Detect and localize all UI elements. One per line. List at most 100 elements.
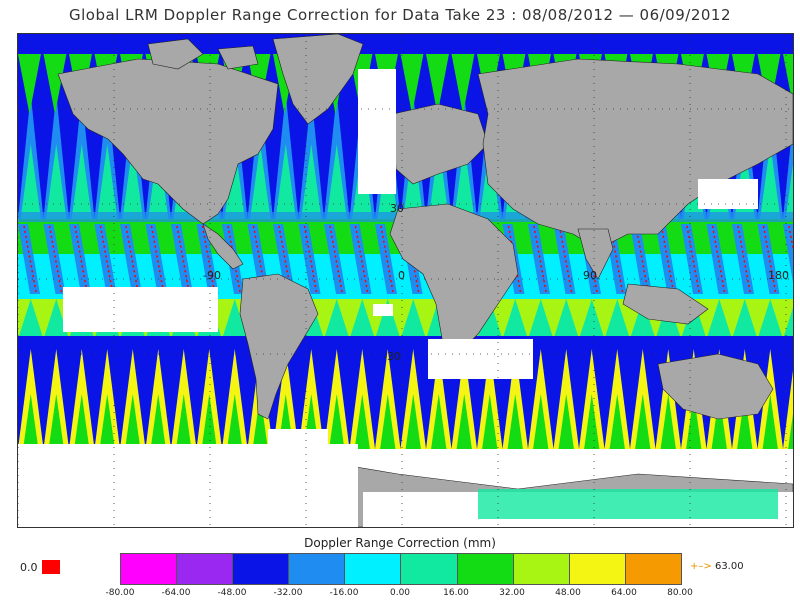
swath-north-inner <box>250 144 271 219</box>
swath-track <box>635 225 649 293</box>
swath-track <box>660 225 675 293</box>
swath-south-inner <box>431 394 447 449</box>
colorbar-tick-label: 0.00 <box>389 588 411 598</box>
swath-tropic <box>349 224 372 294</box>
colorbar-swatch <box>513 554 570 584</box>
swath-track <box>788 225 793 253</box>
overflow-indicator: +–> 63.00 <box>690 561 744 572</box>
missing-value-label: 0.0 <box>20 561 38 574</box>
swath-track <box>23 225 37 293</box>
swath-north-inner <box>428 144 449 219</box>
swath-south-tropic <box>222 299 248 339</box>
swath-north-inner <box>785 164 793 219</box>
swath-south-tropic <box>18 299 44 339</box>
longitude-label: 180 <box>768 269 789 282</box>
swath-tropic <box>145 224 168 294</box>
colorbar-swatch <box>345 554 402 584</box>
swath-south-tropic <box>706 299 732 339</box>
swath-south-inner <box>125 394 141 449</box>
swath-north-inner <box>275 144 296 219</box>
swath-tropic <box>298 224 321 294</box>
colorbar-swatch <box>289 554 346 584</box>
swath-south-inner <box>23 394 39 449</box>
swath-tropic <box>375 224 397 294</box>
swath-south-inner <box>686 394 702 449</box>
swath-south-inner <box>584 394 600 449</box>
swath-track <box>533 225 547 293</box>
swath-track <box>354 225 369 293</box>
swath-south-inner <box>150 394 166 449</box>
swath-north-inner <box>760 144 781 219</box>
swath-tropic <box>18 224 40 294</box>
swath-north-inner <box>224 144 245 219</box>
map-title: Global LRM Doppler Range Correction for … <box>68 6 731 24</box>
swath-track <box>227 225 241 293</box>
swath-south-tropic <box>375 299 401 339</box>
land-mass <box>657 353 774 420</box>
swath-tropic <box>732 224 754 294</box>
swath-tropic <box>630 224 652 294</box>
swath-south-inner <box>201 394 217 449</box>
no-data-patch <box>268 429 328 459</box>
map-plot-area[interactable]: 30 -30 -90 0 90 180 <box>17 33 794 528</box>
land-mass <box>239 273 319 420</box>
swath-south-inner <box>405 394 421 449</box>
overflow-arrow-icon: +–> <box>690 561 712 572</box>
swath-tropic <box>94 224 117 294</box>
map-canvas: 30 -30 -90 0 90 180 <box>18 34 793 527</box>
swath-north-inner <box>20 144 41 219</box>
swath-north-inner <box>122 144 143 219</box>
swath-tropic <box>757 224 780 294</box>
swath-south-tropic <box>783 307 793 339</box>
swath-track <box>99 225 114 293</box>
swath-north-inner <box>71 144 92 219</box>
swath-track <box>176 225 190 293</box>
swath-south-tropic <box>349 299 375 339</box>
land-mass <box>217 45 259 70</box>
swath-south-inner <box>252 394 268 449</box>
colorbar-tick-label: -64.00 <box>161 588 191 598</box>
swath-tropic <box>69 224 91 294</box>
missing-value-swatch <box>42 560 60 574</box>
swath-track <box>150 225 165 293</box>
swath-track <box>507 225 522 293</box>
swath-tropic <box>706 224 729 294</box>
colorbar-tick-label: 32.00 <box>499 588 525 598</box>
antarctic-swath <box>478 489 778 519</box>
swath-north-inner <box>97 144 118 219</box>
swath-track <box>686 225 700 293</box>
swath-north-inner <box>326 144 347 219</box>
swath-tropic <box>120 224 142 294</box>
colorbar-tick-label: -48.00 <box>217 588 247 598</box>
swath-south-inner <box>788 413 793 449</box>
swath-tropic <box>171 224 193 294</box>
swath-south-inner <box>227 394 243 449</box>
land-mass <box>477 58 793 250</box>
swath-track <box>303 225 318 293</box>
swath-south-inner <box>482 394 498 449</box>
swath-track <box>48 225 63 293</box>
swath-track <box>737 225 751 293</box>
colorbar-tick-label: 80.00 <box>667 588 693 598</box>
swath-south-inner <box>711 394 727 449</box>
swath-south-inner <box>354 394 370 449</box>
swath-south-tropic <box>477 299 503 339</box>
swath-tropic <box>783 224 793 283</box>
swath-south-inner <box>456 394 472 449</box>
swath-south-tropic <box>400 299 426 339</box>
swath-south-tropic <box>43 299 69 339</box>
swath-arctic <box>451 54 475 114</box>
swath-arctic <box>400 54 424 114</box>
land-mass <box>577 228 614 280</box>
swath-arctic <box>43 54 67 114</box>
swath-south-inner <box>48 394 64 449</box>
latitude-label: 30 <box>390 202 404 215</box>
colorbar <box>120 553 682 585</box>
longitude-label: 90 <box>583 269 597 282</box>
colorbar-tick-label: -16.00 <box>329 588 359 598</box>
swath-tropic <box>324 224 346 294</box>
colorbar-swatch <box>625 554 681 584</box>
swath-tropic <box>655 224 678 294</box>
swath-track <box>329 225 343 293</box>
swath-edge-south <box>18 336 793 344</box>
